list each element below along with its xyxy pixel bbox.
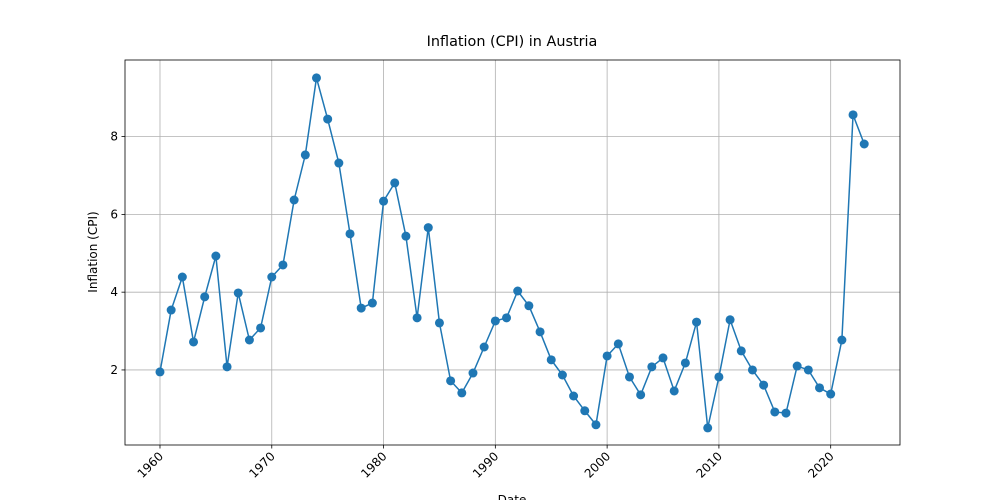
point: [848, 110, 858, 120]
point: [826, 389, 836, 399]
point: [412, 313, 422, 323]
y-axis-label: Inflation (CPI): [86, 211, 100, 292]
point: [837, 335, 847, 345]
y-tick-label: 2: [110, 363, 118, 377]
point: [311, 73, 321, 83]
point: [166, 305, 176, 315]
point: [233, 288, 243, 298]
chart-title: Inflation (CPI) in Austria: [427, 34, 598, 50]
point: [692, 317, 702, 327]
point: [546, 355, 556, 365]
point: [747, 365, 757, 375]
y-tick-label: 6: [110, 207, 118, 221]
point: [591, 420, 601, 430]
point: [658, 353, 668, 363]
point: [725, 315, 735, 325]
point: [669, 386, 679, 396]
point: [703, 423, 713, 433]
point: [356, 303, 366, 313]
point: [334, 158, 344, 168]
point: [815, 383, 825, 393]
point: [423, 223, 433, 233]
point: [513, 286, 523, 296]
point: [759, 380, 769, 390]
point: [524, 301, 534, 311]
point: [379, 196, 389, 206]
point: [859, 139, 869, 149]
plot-frame: [124, 59, 901, 446]
point: [736, 346, 746, 356]
y-tick-label: 4: [110, 285, 118, 299]
point: [244, 335, 254, 345]
point: [177, 272, 187, 282]
point: [367, 298, 377, 308]
point: [714, 372, 724, 382]
point: [267, 272, 277, 282]
point: [222, 362, 232, 372]
point: [803, 365, 813, 375]
point: [770, 407, 780, 417]
point: [781, 408, 791, 418]
point: [502, 313, 512, 323]
point: [278, 260, 288, 270]
line: [159, 77, 865, 429]
point: [189, 337, 199, 347]
point: [490, 316, 500, 326]
point: [323, 114, 333, 124]
point: [636, 390, 646, 400]
point: [602, 351, 612, 361]
point: [446, 376, 456, 386]
x-axis-label: Date: [498, 493, 527, 500]
point: [792, 361, 802, 371]
point: [580, 406, 590, 416]
point: [289, 195, 299, 205]
point: [155, 367, 165, 377]
point: [479, 342, 489, 352]
point: [535, 327, 545, 337]
point: [345, 229, 355, 239]
point: [624, 372, 634, 382]
point: [680, 358, 690, 368]
point: [256, 323, 266, 333]
point: [613, 339, 623, 349]
point: [457, 388, 467, 398]
y-tick-label: 8: [110, 130, 118, 144]
point: [211, 251, 221, 261]
point: [569, 391, 579, 401]
point: [200, 292, 210, 302]
point: [557, 370, 567, 380]
point: [434, 318, 444, 328]
point: [468, 368, 478, 378]
point: [300, 150, 310, 160]
point: [390, 178, 400, 188]
point: [401, 231, 411, 241]
point: [647, 362, 657, 372]
